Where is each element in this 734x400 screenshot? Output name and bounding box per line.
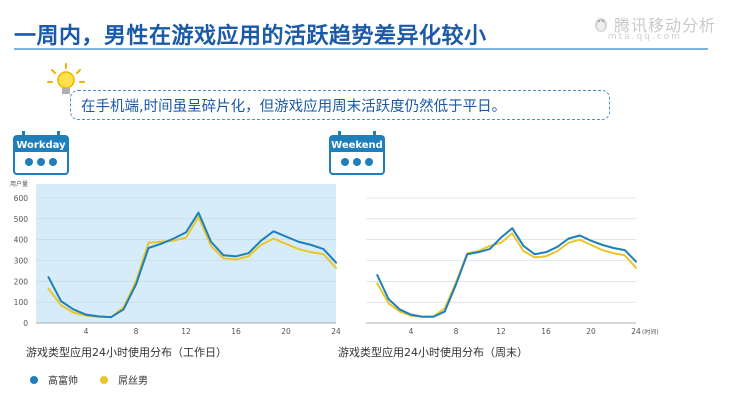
y-tick-label: 500 bbox=[14, 215, 29, 224]
x-tick-label: 12 bbox=[496, 327, 506, 336]
series-line-1 bbox=[376, 227, 637, 318]
y-tick-label: 300 bbox=[14, 257, 29, 266]
x-tick-label: 8 bbox=[134, 327, 139, 336]
y-tick-label: 100 bbox=[14, 298, 29, 307]
x-tick-label: 20 bbox=[281, 327, 291, 336]
series-line-1 bbox=[47, 211, 337, 319]
x-tick-label: 8 bbox=[454, 327, 459, 336]
y-tick-label: 600 bbox=[14, 194, 29, 203]
x-tick-label: 20 bbox=[586, 327, 596, 336]
workday-chart-caption: 游戏类型应用24小时使用分布（工作日） bbox=[26, 346, 227, 359]
title-divider bbox=[14, 48, 708, 50]
x-tick-label: 24 bbox=[631, 327, 641, 336]
legend-swatch bbox=[30, 375, 38, 384]
weekend-line-chart: 4 8 12 16 20 24 (时间) bbox=[366, 197, 659, 336]
legend-label: 屌丝男 bbox=[118, 376, 148, 387]
lightbulb-icon bbox=[47, 63, 85, 94]
legend-item-series1: 高富帅 bbox=[30, 372, 78, 387]
x-axis-label: (时间) bbox=[642, 328, 659, 336]
x-tick-label: 16 bbox=[231, 327, 241, 336]
chart-highlight-area bbox=[36, 184, 336, 323]
x-tick-label: 4 bbox=[84, 327, 89, 336]
weekend-calendar-icon: Weekend bbox=[329, 131, 385, 175]
workday-calendar-icon: Workday bbox=[13, 131, 69, 175]
weekend-chart-caption: 游戏类型应用24小时使用分布（周末） bbox=[338, 346, 528, 359]
brand-url: mta.qq.com bbox=[607, 32, 682, 42]
x-tick-label: 4 bbox=[409, 327, 414, 336]
legend-item-series2: 屌丝男 bbox=[100, 372, 148, 387]
weekend-label: Weekend bbox=[331, 140, 383, 151]
y-tick-label: 0 bbox=[23, 319, 28, 328]
y-axis-label: 用户量 bbox=[10, 180, 28, 188]
workday-label: Workday bbox=[16, 140, 66, 151]
x-tick-label: 12 bbox=[181, 327, 191, 336]
page-title: 一周内，男性在游戏应用的活跃趋势差异化较小 bbox=[14, 24, 487, 49]
penguin-icon bbox=[594, 18, 607, 32]
workday-line-chart: 0 100 200 300 400 500 600 用户量 4 8 12 16 20 24 bbox=[10, 180, 340, 336]
series-line-2 bbox=[376, 232, 637, 318]
y-tick-label: 200 bbox=[14, 277, 29, 286]
x-tick-label: 16 bbox=[541, 327, 551, 336]
legend-swatch bbox=[100, 375, 108, 384]
y-tick-label: 400 bbox=[14, 236, 29, 245]
brand-name: 腾讯移动分析 bbox=[613, 16, 716, 35]
legend-label: 高富帅 bbox=[48, 376, 78, 387]
brand-logo: 腾讯移动分析 bbox=[592, 12, 716, 36]
x-tick-label: 24 bbox=[331, 327, 340, 336]
insight-callout: 在手机端,时间虽呈碎片化，但游戏应用周末活跃度仍然低于平日。 bbox=[70, 90, 610, 120]
